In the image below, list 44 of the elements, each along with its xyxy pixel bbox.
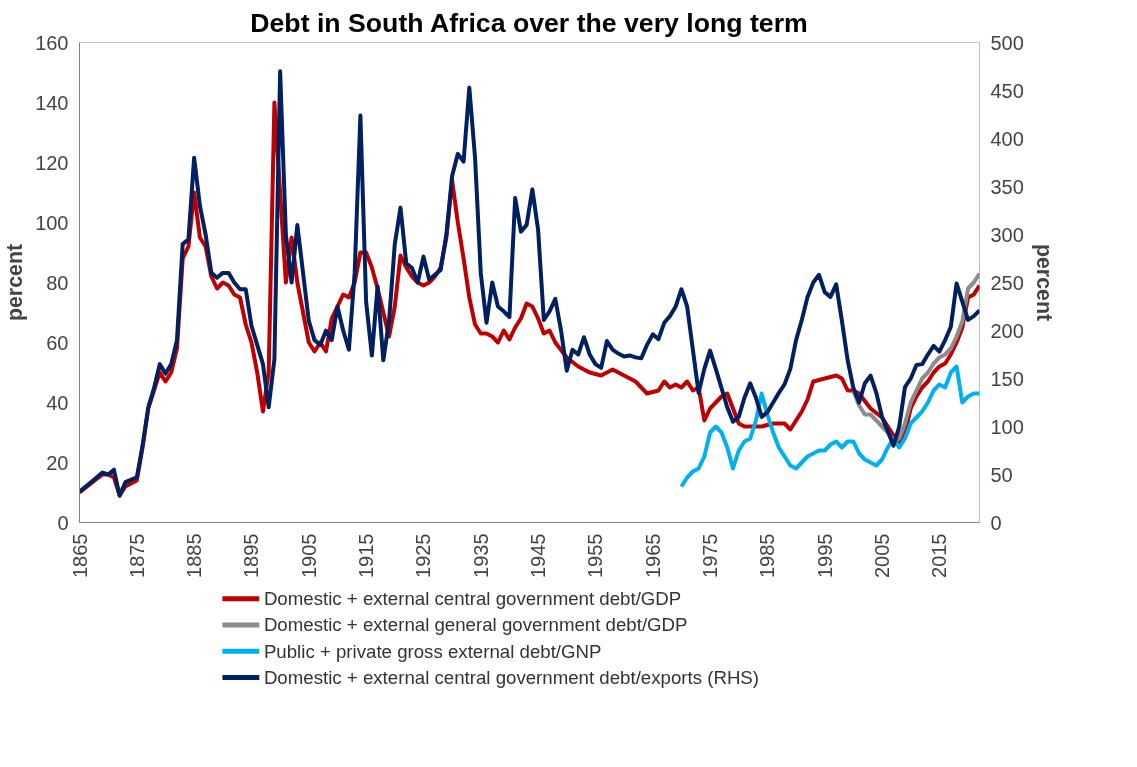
x-tick-label: 1895 xyxy=(240,533,263,578)
y2-tick-label: 200 xyxy=(990,319,1024,342)
y2-tick-label: 250 xyxy=(990,271,1024,294)
x-tick-label: 2015 xyxy=(928,533,951,578)
y2-tick-label: 0 xyxy=(990,511,1002,534)
x-tick-label: 1985 xyxy=(756,533,779,578)
y-tick-label: 80 xyxy=(46,271,69,294)
y2-tick-label: 400 xyxy=(990,127,1024,150)
legend-label: Domestic + external central government debt/exports (RHS) xyxy=(263,666,760,688)
x-tick-label: 2005 xyxy=(871,533,894,578)
y-tick-label: 20 xyxy=(46,451,69,474)
x-tick-label: 1905 xyxy=(297,533,320,578)
chart-title: Debt in South Africa over the very long term xyxy=(250,7,808,38)
x-tick-label: 1975 xyxy=(699,533,722,578)
x-tick-label: 1925 xyxy=(412,533,435,578)
x-tick-label: 1995 xyxy=(813,533,836,578)
legend-label: Domestic + external general government debt/GDP xyxy=(263,614,688,636)
y2-tick-label: 300 xyxy=(990,223,1024,246)
x-tick-label: 1955 xyxy=(584,533,607,578)
y2-tick-label: 350 xyxy=(990,175,1024,198)
y2-tick-label: 450 xyxy=(990,79,1024,102)
y-tick-label: 120 xyxy=(35,151,69,174)
x-tick-label: 1885 xyxy=(183,533,206,578)
y-tick-label: 160 xyxy=(35,31,69,54)
y-tick-label: 40 xyxy=(46,391,69,414)
y-tick-label: 100 xyxy=(35,211,69,234)
legend-label: Public + private gross external debt/GNP xyxy=(263,640,602,662)
y-tick-label: 140 xyxy=(35,91,69,114)
y2-tick-label: 150 xyxy=(990,367,1024,390)
x-tick-label: 1865 xyxy=(68,533,91,578)
y2-axis-title: percent xyxy=(1031,243,1056,322)
y2-tick-label: 500 xyxy=(990,31,1024,54)
y-tick-label: 60 xyxy=(46,331,69,354)
x-tick-label: 1965 xyxy=(641,533,664,578)
line-series xyxy=(679,364,980,489)
y2-tick-label: 100 xyxy=(990,415,1024,438)
legend-label: Domestic + external central government debt/GDP xyxy=(263,588,682,610)
x-tick-label: 1875 xyxy=(125,533,148,578)
x-tick-label: 1945 xyxy=(527,533,550,578)
y-tick-label: 0 xyxy=(57,511,69,534)
y-axis-title: percent xyxy=(3,243,28,322)
x-tick-label: 1915 xyxy=(355,533,378,578)
x-tick-label: 1935 xyxy=(469,533,492,578)
y2-tick-label: 50 xyxy=(990,463,1013,486)
